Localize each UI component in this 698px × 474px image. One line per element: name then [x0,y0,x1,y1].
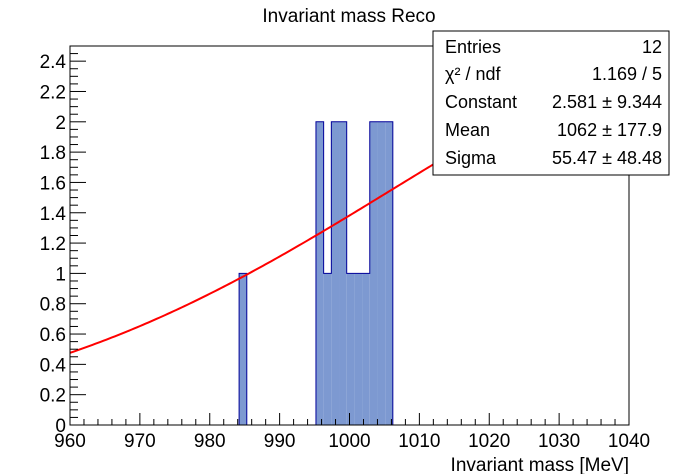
y-tick-label: 0.6 [40,325,66,346]
x-tick-label: 990 [264,431,296,452]
histogram-bar [339,121,347,426]
histogram-bars [238,121,394,426]
stats-mean-value: 1062 ± 177.9 [557,120,662,140]
histogram-bar [377,121,386,426]
histogram-bar [315,121,324,426]
stats-constant-value: 2.581 ± 9.344 [552,92,662,112]
stats-mean-label: Mean [445,120,490,140]
stats-sigma-value: 55.47 ± 48.48 [552,148,662,168]
stats-entries-label: Entries [445,37,501,57]
histogram-bar [239,273,247,425]
y-tick-label: 1.4 [40,204,67,225]
y-tick-label: 0.4 [40,355,67,376]
x-tick-label: 1010 [398,431,440,452]
histogram-bar [331,121,340,426]
histogram-bar [354,273,363,425]
x-tick-label: 1020 [468,431,510,452]
y-axis-ticks: 0 0.2 0.4 0.6 0.8 1 1.2 1.4 1.6 1.8 2 2.2 2.4 [40,52,86,437]
histogram-bar [369,121,378,426]
y-tick-label: 1.2 [40,234,66,255]
x-tick-label: 960 [54,431,86,452]
histogram-bar [385,121,393,426]
y-tick-label: 0.2 [40,386,66,407]
y-tick-label: 0 [55,416,66,437]
x-axis-ticks: 960 970 980 990 1000 1010 1020 1030 1040 [54,413,650,452]
stats-sigma-label: Sigma [445,148,497,168]
x-tick-label: 1000 [328,431,370,452]
histogram-outline [238,121,394,425]
stats-constant-label: Constant [445,92,517,112]
y-tick-label: 0.8 [40,295,66,316]
y-tick-label: 1.6 [40,173,66,194]
x-tick-label: 980 [194,431,226,452]
histogram-bar [323,273,332,425]
y-tick-label: 2 [55,113,66,134]
stats-box: Entries 12 χ² / ndf 1.169 / 5 Constant 2… [432,30,670,176]
stats-chi2-value: 1.169 / 5 [592,64,662,84]
x-tick-label: 1030 [538,431,580,452]
y-tick-label: 1.8 [40,143,66,164]
stats-chi2-label: χ² / ndf [445,64,501,84]
stats-box-frame [432,30,670,176]
y-tick-label: 1 [55,264,66,285]
chart-title: Invariant mass Reco [262,6,435,27]
y-tick-label: 2.4 [40,52,67,73]
histogram-bar [362,273,370,425]
x-tick-label: 1040 [608,431,650,452]
histogram-bar [346,273,355,425]
x-axis-title: Invariant mass [MeV] [451,455,629,474]
stats-entries-value: 12 [642,37,662,57]
x-tick-label: 970 [124,431,156,452]
y-tick-label: 2.2 [40,82,66,103]
